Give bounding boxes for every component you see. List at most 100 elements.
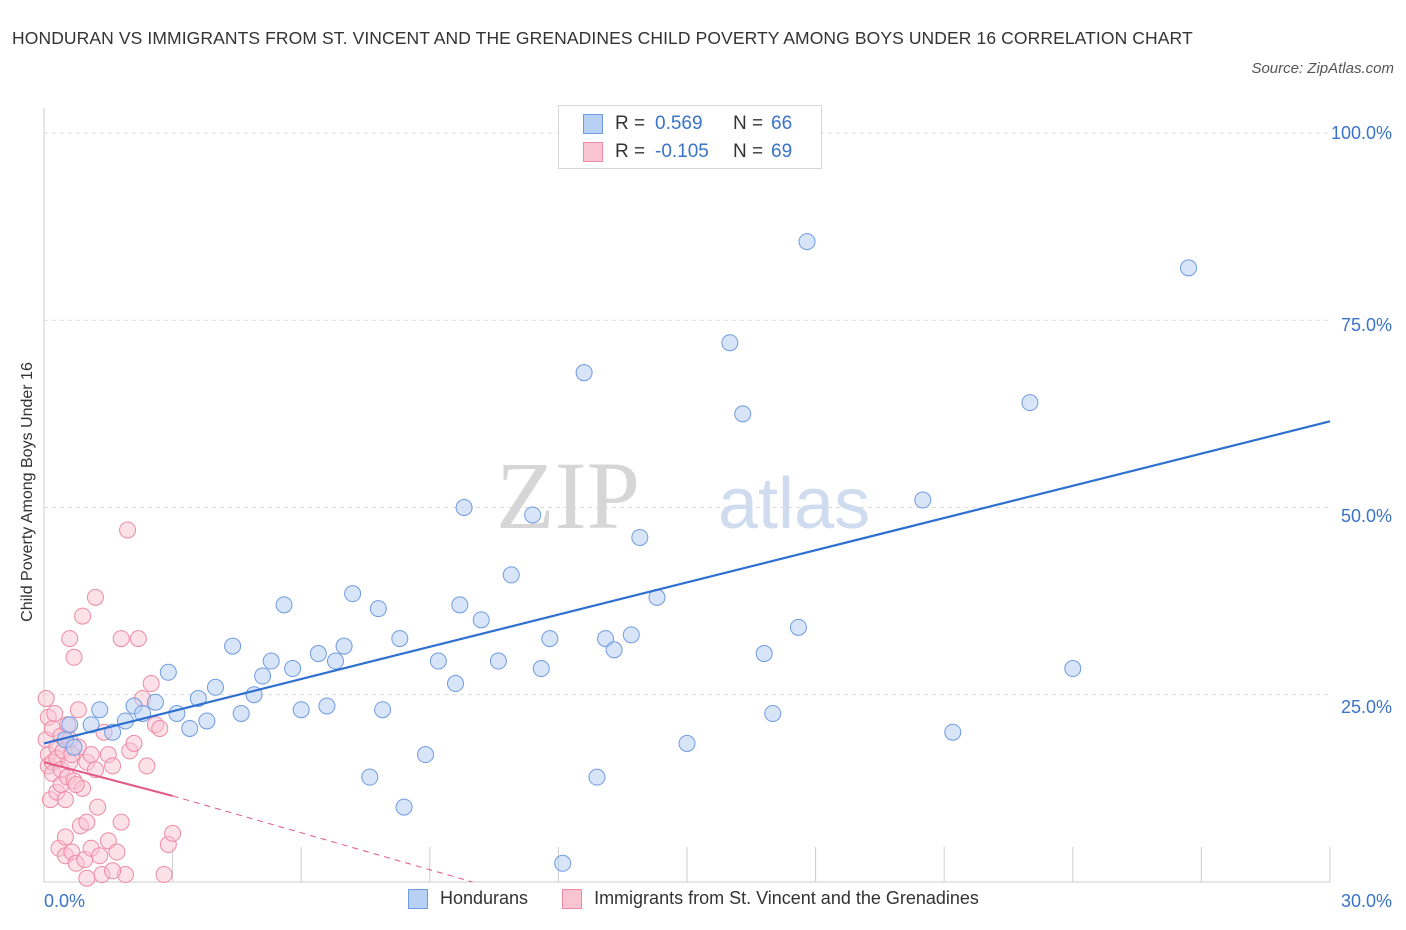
data-point-hondurans <box>262 652 280 670</box>
data-point-hondurans <box>1021 394 1039 412</box>
data-point-hondurans <box>721 334 739 352</box>
data-point-immigrants <box>119 521 137 539</box>
legend-n-value: 66 <box>771 113 793 134</box>
data-point-immigrants <box>82 746 100 764</box>
gridlines <box>44 132 1330 696</box>
data-point-immigrants <box>104 862 122 880</box>
legend-r-value: 0.569 <box>655 113 703 134</box>
data-point-immigrants <box>61 630 79 648</box>
data-point-hondurans <box>146 693 164 711</box>
data-point-immigrants <box>125 734 143 752</box>
data-point-hondurans <box>472 611 490 629</box>
legend-r-label: R = <box>615 141 646 162</box>
data-point-immigrants <box>112 813 130 831</box>
data-point-hondurans <box>524 506 542 524</box>
data-point-immigrants <box>74 607 92 625</box>
data-point-hondurans <box>678 734 696 752</box>
data-point-hondurans <box>275 596 293 614</box>
chart-title: HONDURAN VS IMMIGRANTS FROM ST. VINCENT … <box>12 28 1193 48</box>
data-point-immigrants <box>89 798 107 816</box>
data-point-hondurans <box>206 678 224 696</box>
data-point-immigrants <box>67 776 85 794</box>
data-point-hondurans <box>61 716 79 734</box>
data-point-hondurans <box>292 701 310 719</box>
data-point-immigrants <box>164 824 182 842</box>
data-point-hondurans <box>429 652 447 670</box>
series-points-immigrants <box>37 521 182 887</box>
data-point-immigrants <box>78 869 96 887</box>
data-point-hondurans <box>789 618 807 636</box>
data-point-hondurans <box>597 630 615 648</box>
data-point-hondurans <box>914 491 932 509</box>
legend-n-label: N = <box>733 141 764 162</box>
trend-lines <box>43 420 1331 883</box>
data-point-hondurans <box>489 652 507 670</box>
data-point-hondurans <box>755 645 773 663</box>
data-point-hondurans <box>189 689 207 707</box>
data-point-hondurans <box>1064 660 1082 678</box>
data-point-immigrants <box>104 757 122 775</box>
data-point-hondurans <box>395 798 413 816</box>
legend-item-immigrants: Immigrants from St. Vincent and the Gren… <box>562 888 979 909</box>
data-point-immigrants <box>129 630 147 648</box>
data-point-hondurans <box>326 652 344 670</box>
data-point-hondurans <box>502 566 520 584</box>
legend-row-immigrants: R = -0.105 N = 69 <box>583 139 792 165</box>
y-tick-label-100: 100.0% <box>1330 123 1392 143</box>
x-tick-label-max: 30.0% <box>1340 891 1392 911</box>
data-point-immigrants <box>138 757 156 775</box>
y-tick-label-25: 25.0% <box>1340 697 1392 717</box>
watermark-atlas: atlas <box>718 464 870 544</box>
legend-label-immigrants: Immigrants from St. Vincent and the Gren… <box>594 888 979 908</box>
trend-line-immigrants <box>43 761 173 797</box>
data-point-hondurans <box>181 719 199 737</box>
legend-n-value: 69 <box>771 141 793 162</box>
correlation-legend: R = 0.569 N = 66 R = -0.105 N = 69 <box>558 105 822 169</box>
series-points-hondurans <box>56 233 1198 872</box>
data-point-hondurans <box>1180 259 1198 277</box>
watermark: ZIP atlas <box>496 442 870 549</box>
y-tick-label-50: 50.0% <box>1340 506 1392 526</box>
data-point-immigrants <box>46 704 64 722</box>
data-point-hondurans <box>455 499 473 516</box>
data-point-hondurans <box>391 630 409 648</box>
data-point-immigrants <box>69 701 87 719</box>
data-point-immigrants <box>108 843 126 861</box>
data-point-immigrants <box>142 675 160 693</box>
data-point-hondurans <box>159 663 177 681</box>
axes <box>43 108 1331 883</box>
data-point-hondurans <box>451 596 469 614</box>
data-point-hondurans <box>224 637 242 655</box>
data-point-immigrants <box>65 648 83 666</box>
series-legend: Hondurans Immigrants from St. Vincent an… <box>408 888 1013 909</box>
legend-swatch-blue <box>583 114 603 134</box>
trend-line-hondurans <box>43 420 1331 745</box>
legend-n-label: N = <box>733 113 764 134</box>
data-point-hondurans <box>91 701 109 719</box>
data-point-hondurans <box>344 585 362 603</box>
data-point-immigrants <box>151 719 169 737</box>
data-point-immigrants <box>56 828 74 846</box>
legend-label-hondurans: Hondurans <box>440 888 529 908</box>
legend-r-label: R = <box>615 113 646 134</box>
legend-swatch-blue <box>408 888 428 909</box>
data-point-hondurans <box>944 723 962 741</box>
data-point-hondurans <box>232 704 250 722</box>
legend-r-value: -0.105 <box>655 141 709 162</box>
data-point-hondurans <box>361 768 379 786</box>
data-point-immigrants <box>37 689 55 707</box>
data-point-immigrants <box>86 588 104 606</box>
y-tick-label-75: 75.0% <box>1340 315 1392 335</box>
data-point-hondurans <box>65 738 83 756</box>
source-label: Source: ZipAtlas.com <box>1251 60 1394 77</box>
data-point-hondurans <box>309 645 327 663</box>
data-point-hondurans <box>284 660 302 678</box>
data-point-immigrants <box>99 832 117 850</box>
data-point-hondurans <box>335 637 353 655</box>
data-point-hondurans <box>622 626 640 644</box>
data-point-hondurans <box>532 660 550 678</box>
data-point-hondurans <box>198 712 216 730</box>
legend-swatch-pink <box>562 888 583 909</box>
data-point-hondurans <box>798 233 816 251</box>
